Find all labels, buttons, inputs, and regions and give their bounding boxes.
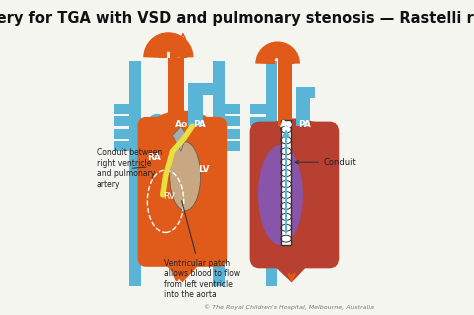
Text: LV: LV <box>198 164 210 174</box>
FancyBboxPatch shape <box>158 39 167 58</box>
FancyBboxPatch shape <box>225 104 240 114</box>
FancyBboxPatch shape <box>250 117 266 126</box>
Polygon shape <box>173 126 187 151</box>
FancyBboxPatch shape <box>266 61 277 285</box>
FancyBboxPatch shape <box>114 104 129 114</box>
FancyBboxPatch shape <box>267 47 275 64</box>
FancyBboxPatch shape <box>188 83 203 126</box>
Ellipse shape <box>170 142 201 211</box>
Ellipse shape <box>265 118 324 146</box>
FancyBboxPatch shape <box>296 87 316 98</box>
FancyBboxPatch shape <box>180 43 187 58</box>
Text: PA: PA <box>193 120 206 129</box>
FancyBboxPatch shape <box>225 141 240 151</box>
Ellipse shape <box>258 145 303 245</box>
Text: Ventricular patch
allows blood to flow
from left ventricle
into the aorta: Ventricular patch allows blood to flow f… <box>164 201 240 299</box>
FancyBboxPatch shape <box>287 51 293 64</box>
FancyBboxPatch shape <box>114 116 129 126</box>
FancyBboxPatch shape <box>250 129 266 139</box>
Text: Conduit between
right ventricle
and pulmonary
artery: Conduit between right ventricle and pulm… <box>97 148 162 189</box>
Ellipse shape <box>152 111 213 142</box>
FancyBboxPatch shape <box>168 58 184 126</box>
Text: Conduit: Conduit <box>295 158 356 167</box>
Text: RA: RA <box>147 153 161 162</box>
FancyBboxPatch shape <box>188 83 213 95</box>
FancyBboxPatch shape <box>296 89 310 126</box>
FancyBboxPatch shape <box>129 61 141 285</box>
FancyBboxPatch shape <box>170 39 177 58</box>
FancyBboxPatch shape <box>114 129 129 139</box>
Polygon shape <box>158 257 206 282</box>
FancyBboxPatch shape <box>225 129 240 139</box>
FancyBboxPatch shape <box>250 142 266 151</box>
Text: © The Royal Children's Hospital, Melbourne, Australia: © The Royal Children's Hospital, Melbour… <box>204 305 374 311</box>
Text: Surgery for TGA with VSD and pulmonary stenosis — Rastelli repair: Surgery for TGA with VSD and pulmonary s… <box>0 11 474 26</box>
FancyBboxPatch shape <box>225 116 240 126</box>
FancyBboxPatch shape <box>250 122 339 268</box>
FancyBboxPatch shape <box>137 117 227 267</box>
FancyBboxPatch shape <box>281 120 291 245</box>
Text: Ao: Ao <box>175 120 188 129</box>
FancyBboxPatch shape <box>114 141 129 151</box>
FancyBboxPatch shape <box>213 61 225 285</box>
Text: Ao: Ao <box>281 120 293 129</box>
Ellipse shape <box>137 114 177 201</box>
FancyBboxPatch shape <box>278 47 284 64</box>
Text: RV: RV <box>164 192 175 201</box>
FancyBboxPatch shape <box>250 104 266 114</box>
FancyBboxPatch shape <box>278 64 292 126</box>
Text: PA: PA <box>298 120 311 129</box>
Polygon shape <box>265 257 316 282</box>
